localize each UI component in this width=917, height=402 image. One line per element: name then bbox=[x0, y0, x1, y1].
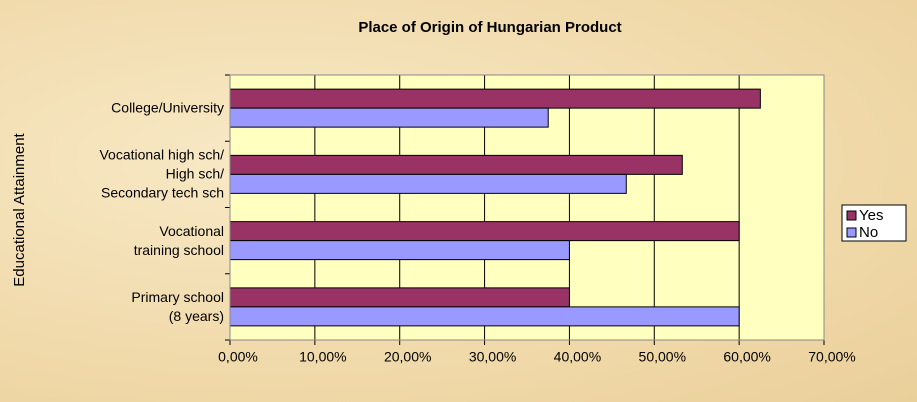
x-tick-label: 20,00% bbox=[384, 349, 431, 365]
bar bbox=[229, 154, 683, 175]
y-tick-label: College/University bbox=[111, 99, 224, 116]
plot-border bbox=[229, 74, 825, 341]
x-tick-label: 30,00% bbox=[469, 349, 516, 365]
x-tick-label: 0,00% bbox=[218, 349, 258, 365]
x-tick-label: 70,00% bbox=[808, 349, 855, 365]
legend-swatch bbox=[846, 210, 857, 221]
bar bbox=[229, 107, 549, 128]
y-axis-title: Educational Attainment bbox=[11, 132, 28, 286]
x-tick-label: 40,00% bbox=[554, 349, 601, 365]
bar bbox=[229, 221, 740, 242]
bar bbox=[229, 173, 627, 194]
x-tick-label: 60,00% bbox=[723, 349, 770, 365]
bar bbox=[229, 287, 570, 308]
chart-title: Place of Origin of Hungarian Product bbox=[358, 19, 621, 36]
legend-label: No bbox=[859, 224, 878, 241]
legend-swatch bbox=[846, 227, 857, 238]
bar bbox=[229, 240, 570, 261]
y-tick-label: Vocational high sch/ High sch/ Secondary… bbox=[99, 146, 224, 201]
bar bbox=[229, 88, 761, 109]
bar bbox=[229, 306, 740, 327]
y-tick-label: Vocational training school bbox=[133, 222, 224, 258]
y-tick-label: Primary school (8 years) bbox=[131, 288, 224, 324]
x-tick-label: 10,00% bbox=[299, 349, 346, 365]
x-tick-label: 50,00% bbox=[639, 349, 686, 365]
legend-label: Yes bbox=[859, 207, 883, 224]
